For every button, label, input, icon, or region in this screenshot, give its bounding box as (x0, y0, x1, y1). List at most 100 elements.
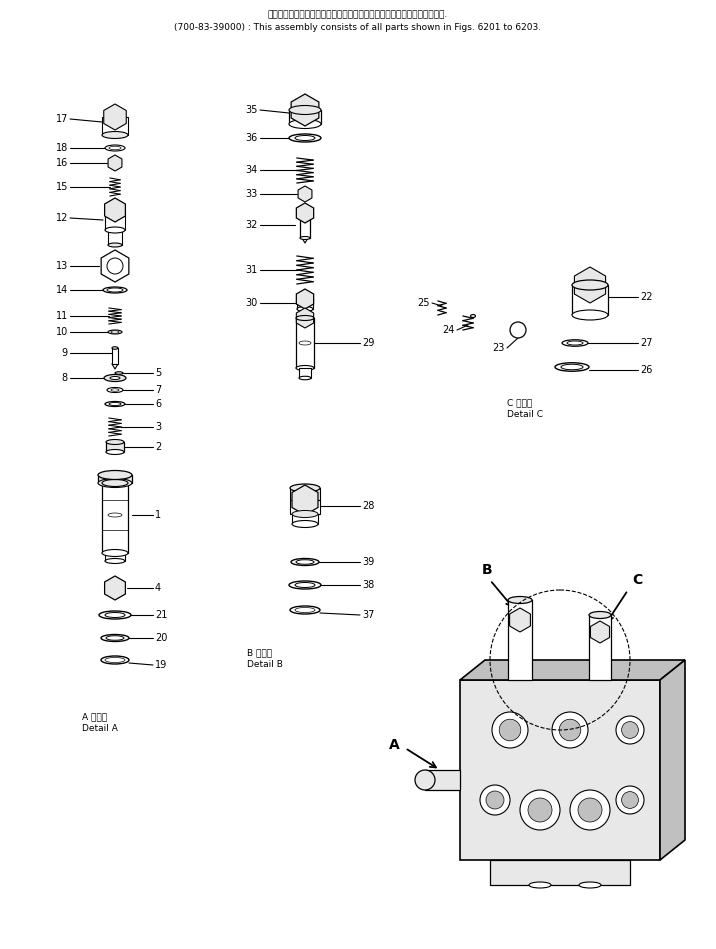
Bar (299, 368, 311, 378)
Ellipse shape (589, 611, 611, 619)
Text: 27: 27 (640, 338, 652, 348)
Text: 30: 30 (246, 298, 258, 308)
Circle shape (621, 791, 639, 809)
Circle shape (486, 791, 504, 809)
Ellipse shape (111, 389, 119, 391)
Ellipse shape (289, 105, 321, 115)
Bar (490, 860, 630, 885)
Text: 23: 23 (493, 343, 505, 353)
Ellipse shape (299, 316, 311, 320)
Text: 10: 10 (56, 327, 68, 337)
Ellipse shape (105, 401, 125, 406)
Text: 18: 18 (56, 143, 68, 153)
Ellipse shape (109, 146, 121, 150)
Ellipse shape (105, 145, 125, 151)
Bar (112, 348, 118, 364)
Ellipse shape (106, 439, 124, 444)
Text: C 詳細図: C 詳細図 (507, 398, 532, 407)
Circle shape (510, 322, 526, 338)
Ellipse shape (98, 471, 132, 479)
Ellipse shape (292, 520, 318, 528)
Polygon shape (296, 308, 314, 328)
Text: 9: 9 (62, 348, 68, 358)
Polygon shape (574, 267, 606, 303)
Text: 25: 25 (417, 298, 430, 308)
Ellipse shape (295, 607, 315, 612)
Polygon shape (101, 250, 129, 282)
Ellipse shape (108, 208, 122, 212)
Text: 22: 22 (640, 292, 652, 302)
Ellipse shape (289, 581, 321, 589)
Bar (106, 442, 124, 452)
Ellipse shape (102, 549, 128, 556)
Text: 24: 24 (442, 325, 455, 335)
Bar (292, 514, 318, 524)
Text: 16: 16 (56, 158, 68, 168)
Ellipse shape (103, 287, 127, 293)
Ellipse shape (300, 193, 310, 195)
Text: 15: 15 (56, 182, 68, 192)
Ellipse shape (291, 559, 319, 566)
Text: 28: 28 (362, 501, 374, 511)
Text: 12: 12 (56, 213, 68, 223)
Polygon shape (296, 203, 314, 223)
Text: Detail B: Detail B (247, 660, 283, 669)
Text: B: B (482, 563, 493, 577)
Text: A: A (390, 738, 400, 752)
Bar (589, 615, 611, 680)
Ellipse shape (594, 630, 606, 634)
Ellipse shape (296, 315, 314, 321)
Text: 37: 37 (362, 610, 374, 620)
Ellipse shape (295, 583, 315, 587)
Ellipse shape (299, 212, 311, 214)
Circle shape (520, 790, 560, 830)
Text: 2: 2 (155, 442, 161, 452)
Bar (105, 210, 125, 230)
Circle shape (559, 719, 581, 741)
Ellipse shape (106, 636, 124, 641)
Text: 8: 8 (62, 373, 68, 383)
Ellipse shape (295, 136, 315, 140)
Ellipse shape (108, 513, 122, 517)
Polygon shape (460, 660, 685, 680)
Ellipse shape (107, 288, 123, 292)
Ellipse shape (508, 597, 532, 604)
Text: 11: 11 (56, 311, 68, 321)
Circle shape (499, 719, 521, 741)
Text: 36: 36 (246, 133, 258, 143)
Text: 3: 3 (155, 422, 161, 432)
Ellipse shape (513, 618, 527, 622)
Polygon shape (104, 104, 126, 130)
Text: Detail C: Detail C (507, 410, 543, 419)
Bar (572, 285, 608, 315)
Ellipse shape (561, 364, 583, 370)
Ellipse shape (296, 365, 314, 370)
Text: 4: 4 (155, 583, 161, 593)
Text: このアセンブリの構成部品は第６２０１図から第６２０３図まで含みます.: このアセンブリの構成部品は第６２０１図から第６２０３図まで含みます. (268, 10, 448, 19)
Ellipse shape (112, 346, 118, 349)
Ellipse shape (105, 559, 125, 564)
Text: 20: 20 (155, 633, 168, 643)
Text: 38: 38 (362, 580, 374, 590)
Ellipse shape (109, 402, 121, 405)
Polygon shape (105, 198, 125, 222)
Ellipse shape (105, 658, 125, 662)
Ellipse shape (290, 606, 320, 614)
Bar (108, 230, 122, 245)
Circle shape (480, 785, 510, 815)
Ellipse shape (572, 280, 608, 290)
Ellipse shape (292, 511, 318, 517)
Bar (102, 117, 128, 135)
Polygon shape (292, 485, 318, 515)
Ellipse shape (108, 243, 122, 247)
Bar (102, 483, 128, 553)
Ellipse shape (98, 478, 132, 488)
Ellipse shape (572, 310, 608, 320)
Circle shape (578, 798, 602, 822)
Text: 26: 26 (640, 365, 652, 375)
Polygon shape (302, 238, 308, 243)
Circle shape (570, 790, 610, 830)
Polygon shape (296, 289, 314, 309)
Ellipse shape (110, 161, 120, 164)
Polygon shape (105, 576, 125, 600)
